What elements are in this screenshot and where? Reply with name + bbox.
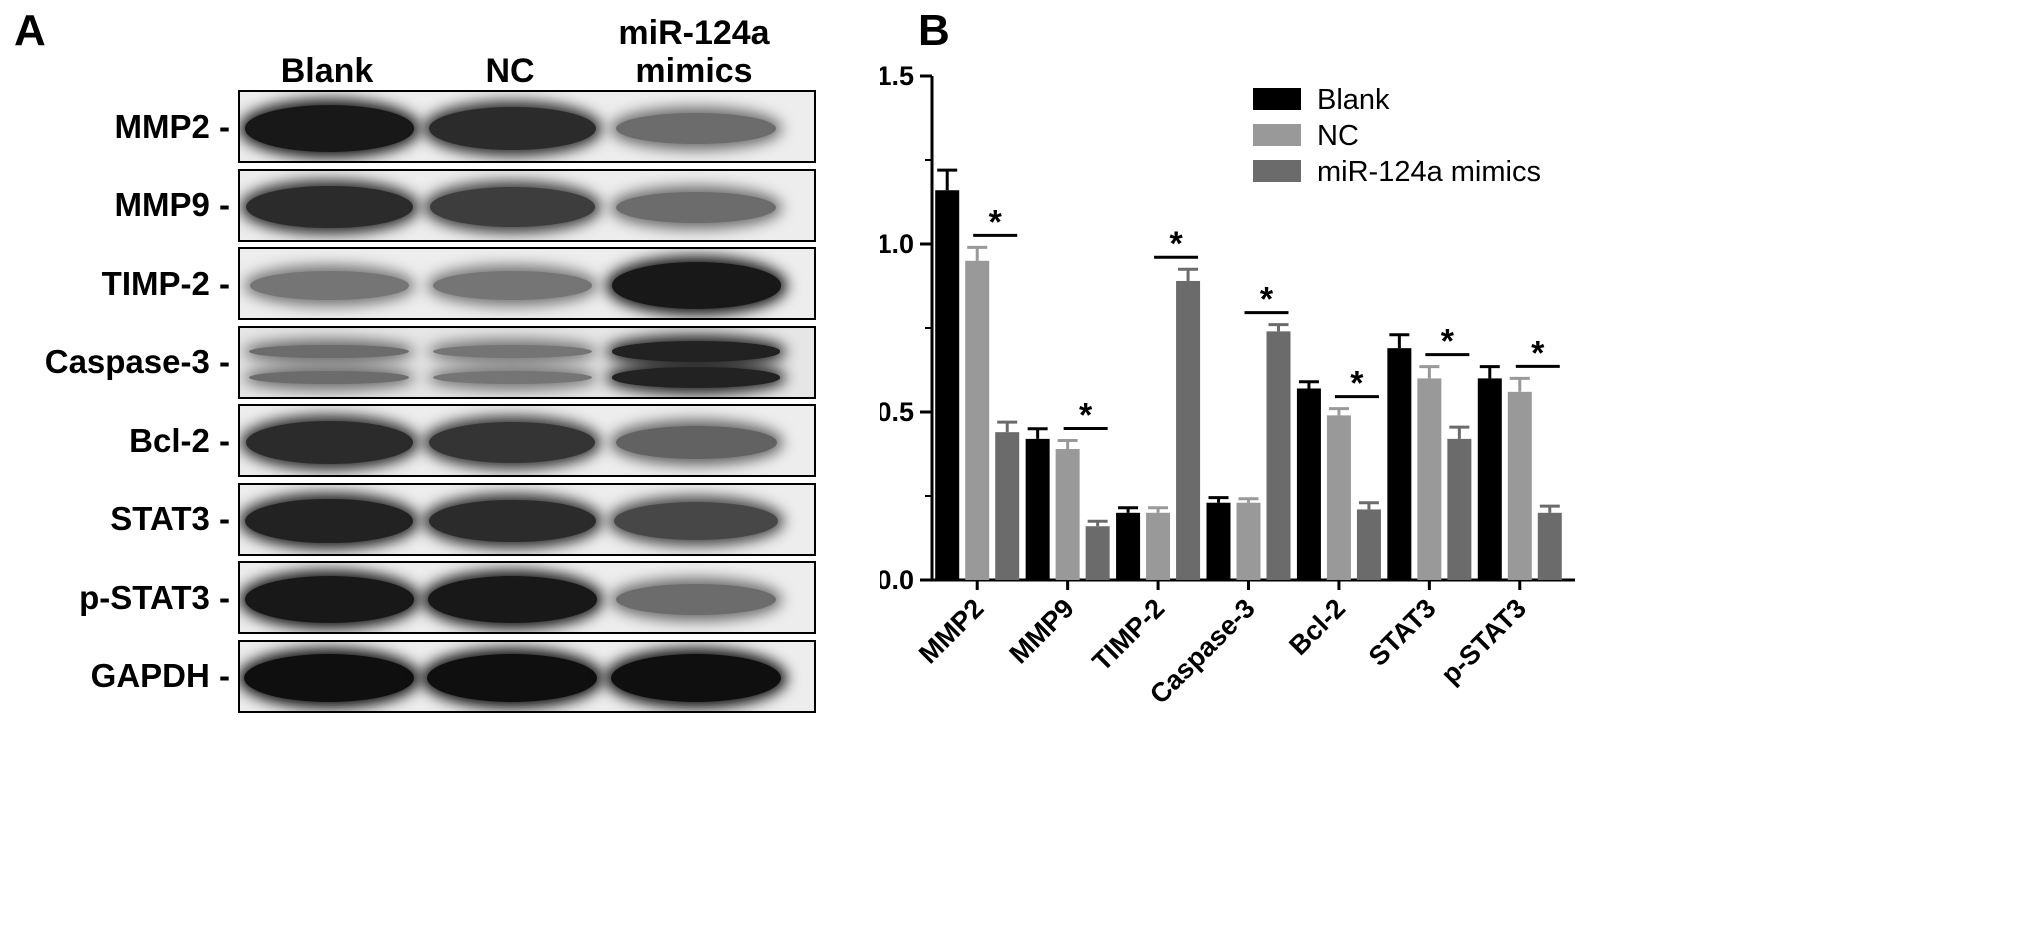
bar-stat3-0 [1387, 348, 1412, 580]
blot-band [612, 367, 780, 388]
y-tick-label: 0.5 [880, 397, 914, 427]
blot-strip [238, 482, 816, 556]
x-tick-label-p-stat3: p-STAT3 [1435, 593, 1532, 690]
x-tick-label-bcl-2: Bcl-2 [1283, 593, 1351, 661]
blot-band [244, 576, 414, 623]
bar-mmp9-1 [1055, 448, 1080, 580]
significance-star: * [1350, 365, 1364, 403]
blot-strip [238, 561, 816, 634]
significance-star: * [1079, 397, 1093, 435]
blot-band [429, 421, 595, 464]
panel-a-letter: A [14, 6, 46, 55]
bar-p-stat3-1 [1507, 391, 1532, 580]
bar-caspase-3-0 [1206, 502, 1231, 580]
legend-swatch-0 [1253, 88, 1301, 110]
bar-timp-2-2 [1176, 280, 1201, 580]
blot-band [616, 191, 776, 223]
bar-p-stat3-2 [1537, 512, 1562, 580]
blot-band [615, 426, 777, 459]
bar-mmp9-2 [1085, 526, 1110, 580]
blot-band [245, 421, 413, 464]
bar-mmp2-2 [995, 432, 1020, 580]
panel-b-letter: B [918, 6, 950, 55]
bar-timp-2-1 [1146, 512, 1171, 580]
blot-row-label: Bcl-2 - [129, 421, 230, 459]
blot-band [616, 584, 776, 615]
blot-row-label: MMP9 - [114, 186, 231, 223]
x-tick-label-timp-2: TIMP-2 [1087, 593, 1171, 677]
blot-band [611, 654, 781, 702]
blot-band [428, 107, 596, 150]
blot-band [614, 502, 778, 540]
blot-strip [238, 90, 816, 163]
blot-strip [238, 404, 816, 477]
significance-star: * [989, 203, 1003, 241]
bar-caspase-3-1 [1236, 502, 1261, 580]
blot-band [249, 370, 409, 385]
blot-band [616, 113, 776, 144]
blot-row-label: p-STAT3 - [79, 578, 230, 616]
blot-band [245, 498, 413, 544]
blot-strip [238, 639, 816, 713]
bar-caspase-3-2 [1266, 331, 1291, 580]
significance-star: * [1531, 334, 1545, 372]
blot-band [245, 185, 413, 229]
blot-band [432, 370, 592, 385]
blot-row-label: GAPDH - [90, 657, 230, 694]
legend-label-1: NC [1317, 120, 1359, 152]
blot-strip [238, 247, 816, 320]
blot-strip [238, 325, 816, 399]
y-tick-label: 0.0 [880, 565, 914, 595]
blot-band [428, 499, 596, 543]
blot-band [612, 341, 780, 362]
bar-mmp9-0 [1025, 438, 1050, 580]
bar-stat3-2 [1447, 438, 1472, 580]
bar-mmp2-0 [935, 190, 960, 581]
blot-band [249, 270, 409, 301]
blot-band [432, 344, 592, 359]
blot-band [427, 576, 597, 623]
blot-row-label: Caspase-3 - [44, 343, 230, 380]
y-tick-label: 1.5 [880, 61, 914, 91]
bar-stat3-1 [1417, 378, 1442, 580]
x-tick-label-mmp2: MMP2 [913, 593, 989, 669]
blot-band [249, 344, 409, 359]
blot-row-label: MMP2 - [114, 107, 231, 145]
x-tick-label-mmp9: MMP9 [1004, 593, 1080, 669]
x-tick-label-stat3: STAT3 [1363, 593, 1442, 672]
legend-label-2: miR-124a mimics [1317, 156, 1541, 188]
blot-strip [238, 168, 816, 242]
blot-band [427, 654, 597, 702]
western-blot-panel: A Blank NC miR-124a mimics MMP2 - MMP9 - TIMP… [0, 0, 840, 944]
bar-mmp2-1 [965, 260, 990, 580]
blot-band [429, 187, 595, 227]
significance-star: * [1169, 225, 1183, 263]
bar-bcl-2-1 [1326, 415, 1351, 580]
blot-row-label: STAT3 - [110, 500, 230, 537]
bar-chart: 0.00.51.01.5Relative protein expression*… [880, 61, 1575, 710]
legend-swatch-1 [1253, 124, 1301, 146]
blot-band [244, 105, 414, 152]
blot-band [244, 654, 414, 702]
blot-row-label: TIMP-2 - [101, 264, 230, 302]
bar-timp-2-0 [1116, 512, 1141, 580]
legend-label-0: Blank [1317, 84, 1390, 116]
significance-star: * [1260, 281, 1274, 319]
bar-bcl-2-0 [1296, 388, 1321, 580]
legend-swatch-2 [1253, 160, 1301, 182]
lane-label-2: miR-124a mimics [618, 14, 770, 90]
blot-band [611, 262, 781, 309]
bar-p-stat3-0 [1477, 378, 1502, 580]
bar-bcl-2-2 [1356, 509, 1381, 580]
significance-star: * [1441, 323, 1455, 361]
lane-label-0: Blank [280, 52, 374, 90]
blot-band [432, 270, 592, 301]
lane-label-1: NC [485, 52, 535, 90]
y-tick-label: 1.0 [880, 229, 914, 259]
